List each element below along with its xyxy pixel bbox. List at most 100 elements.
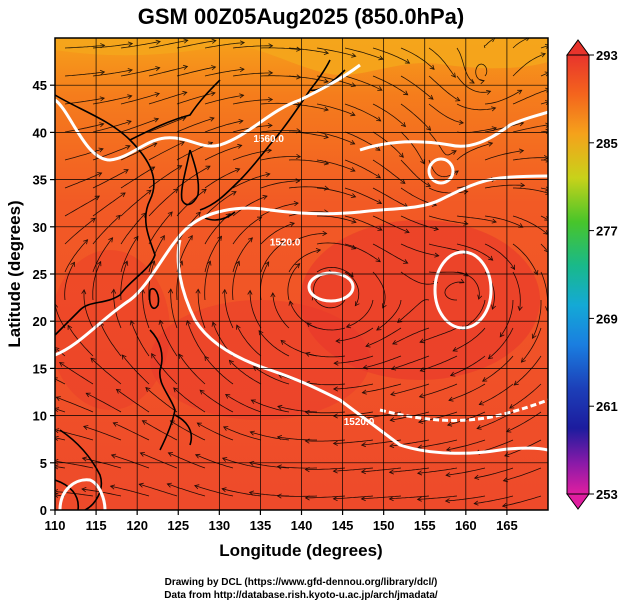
hot-core-south bbox=[150, 300, 370, 420]
streamline-arrowhead bbox=[513, 380, 519, 386]
streamline-arrowhead bbox=[377, 86, 383, 91]
streamline bbox=[482, 355, 514, 382]
streamline bbox=[223, 426, 262, 441]
streamline bbox=[148, 188, 179, 217]
streamline bbox=[456, 142, 493, 161]
streamline bbox=[288, 47, 329, 54]
streamline bbox=[120, 189, 152, 217]
streamline bbox=[512, 38, 528, 49]
streamline-arrowhead bbox=[517, 305, 523, 312]
streamline-arrowhead bbox=[458, 119, 465, 125]
streamline-arrowhead bbox=[55, 435, 59, 441]
streamline-arrowhead bbox=[129, 320, 135, 326]
y-tick-label: 0 bbox=[40, 503, 47, 518]
streamline bbox=[445, 495, 486, 502]
streamline-arrowhead bbox=[428, 94, 434, 100]
streamline bbox=[400, 243, 439, 257]
streamline bbox=[400, 215, 439, 230]
streamline-arrowhead bbox=[127, 68, 133, 74]
streamline-arrowhead bbox=[133, 235, 139, 241]
streamline-arrowhead bbox=[400, 121, 406, 128]
streamline-arrowhead bbox=[350, 139, 356, 145]
streamline bbox=[305, 411, 346, 414]
streamline bbox=[277, 436, 317, 441]
streamline-arrowhead bbox=[288, 300, 294, 306]
streamline-arrowhead bbox=[204, 355, 210, 361]
streamline bbox=[86, 392, 122, 413]
streamline-arrowhead bbox=[123, 169, 129, 174]
streamline bbox=[148, 117, 186, 133]
streamline-arrowhead bbox=[459, 278, 465, 284]
streamline-arrowhead bbox=[276, 493, 282, 499]
streamline bbox=[390, 383, 430, 395]
streamline-arrowhead bbox=[420, 159, 425, 165]
streamline bbox=[513, 187, 548, 194]
streamline-arrowhead bbox=[473, 474, 480, 480]
streamline bbox=[92, 261, 102, 301]
streamline bbox=[344, 159, 381, 179]
streamline bbox=[288, 75, 329, 83]
streamline-arrowhead bbox=[152, 142, 158, 148]
streamline-arrowhead bbox=[264, 261, 270, 267]
streamline-arrowhead bbox=[217, 235, 222, 241]
streamline bbox=[272, 292, 290, 329]
streamline-arrowhead bbox=[151, 352, 156, 359]
streamline bbox=[540, 187, 548, 190]
streamline-arrowhead bbox=[376, 116, 382, 122]
streamline bbox=[260, 47, 301, 50]
streamline-arrowhead bbox=[398, 152, 404, 158]
streamline bbox=[540, 243, 548, 251]
streamline-arrowhead bbox=[289, 221, 295, 227]
streamline bbox=[92, 95, 132, 105]
streamline bbox=[456, 271, 480, 300]
streamline-arrowhead bbox=[376, 325, 382, 331]
streamline-arrowhead bbox=[99, 69, 106, 76]
streamline bbox=[512, 124, 548, 133]
streamline-arrowhead bbox=[110, 453, 117, 459]
streamline bbox=[170, 420, 206, 441]
streamline-arrowhead bbox=[433, 226, 440, 231]
x-tick-label: 125 bbox=[167, 518, 189, 533]
y-tick-label: 25 bbox=[33, 267, 47, 282]
colorbar-bottom-arrow bbox=[566, 493, 590, 510]
streamline-arrowhead bbox=[168, 288, 174, 294]
streamline bbox=[344, 75, 383, 91]
streamline-arrowhead bbox=[194, 484, 200, 490]
streamline-arrowhead bbox=[400, 179, 406, 184]
streamline-arrowhead bbox=[112, 422, 118, 427]
streamline-arrowhead bbox=[153, 117, 160, 123]
streamline bbox=[312, 295, 346, 309]
streamline-arrowhead bbox=[55, 303, 59, 308]
streamline bbox=[484, 150, 524, 161]
streamline-arrowhead bbox=[239, 93, 245, 99]
streamline-arrowhead bbox=[55, 489, 59, 495]
streamline-arrowhead bbox=[206, 260, 212, 266]
streamline bbox=[176, 117, 215, 133]
streamline bbox=[92, 69, 133, 77]
streamline bbox=[503, 467, 542, 482]
streamline-arrowhead bbox=[481, 377, 488, 382]
streamline-arrowhead bbox=[166, 482, 172, 488]
streamline-arrowhead bbox=[250, 399, 256, 405]
streamline bbox=[222, 488, 262, 497]
streamline bbox=[92, 192, 126, 217]
streamline bbox=[176, 40, 216, 49]
streamline bbox=[148, 39, 188, 49]
streamline bbox=[362, 383, 402, 394]
streamline bbox=[316, 187, 356, 198]
streamline bbox=[512, 157, 546, 161]
streamline bbox=[344, 271, 360, 306]
streamline bbox=[55, 305, 66, 329]
streamline-arrowhead bbox=[304, 409, 310, 415]
streamline bbox=[204, 236, 222, 273]
streamline-arrowhead bbox=[403, 259, 409, 264]
streamline-arrowhead bbox=[543, 155, 548, 161]
streamline-arrowhead bbox=[397, 318, 403, 323]
y-tick-label: 5 bbox=[40, 456, 47, 471]
streamline bbox=[260, 202, 299, 217]
streamline-arrowhead bbox=[268, 70, 274, 76]
x-tick-label: 135 bbox=[250, 518, 272, 533]
streamline bbox=[512, 243, 538, 275]
streamline-arrowhead bbox=[177, 165, 183, 170]
